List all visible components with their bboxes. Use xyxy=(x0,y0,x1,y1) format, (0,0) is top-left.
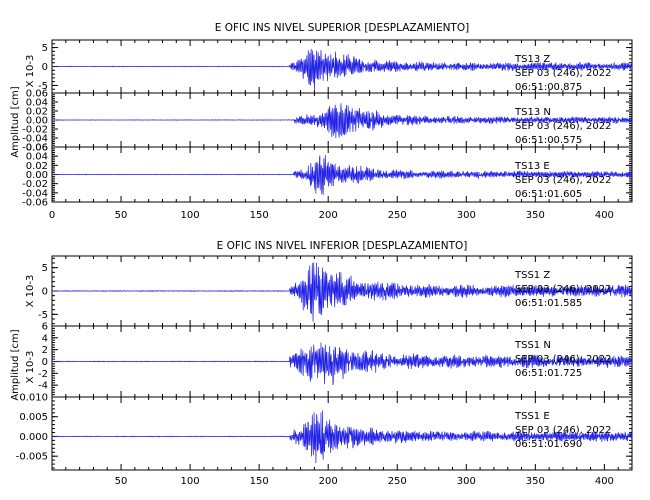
y-tick-label: -2 xyxy=(38,369,48,380)
y-axis-label: Amplitud [cm] xyxy=(10,86,21,157)
seismic-trace xyxy=(51,342,633,386)
station-component-label: TSS1 E xyxy=(514,411,550,422)
y-tick-label: 2 xyxy=(42,345,48,356)
y-tick-label: -5 xyxy=(38,310,48,321)
y-tick-label: -0.005 xyxy=(16,452,48,463)
y-tick-label: 5 xyxy=(42,43,48,54)
station-component-label: TS13 E xyxy=(514,161,550,172)
y-tick-label: -0.02 xyxy=(22,179,48,190)
date-label: SEP 03 (246), 2022 xyxy=(515,175,611,186)
y-tick-label: 0.010 xyxy=(19,393,48,404)
seismic-trace xyxy=(51,410,633,464)
y-tick-label: -0.06 xyxy=(22,143,48,154)
time-label: 06:51:01.725 xyxy=(515,368,582,379)
time-label: 06:51:00.575 xyxy=(515,135,582,146)
time-label: 06:51:01.690 xyxy=(515,439,582,450)
panel-unit-label: X 10-3 xyxy=(25,275,36,308)
x-tick-label: 350 xyxy=(526,476,545,487)
panel-unit-label: X 10-3 xyxy=(25,55,36,88)
x-tick-label: 50 xyxy=(115,476,128,487)
station-component-label: TSS1 N xyxy=(514,340,551,351)
x-tick-label: 0 xyxy=(49,210,55,221)
x-tick-label: 100 xyxy=(181,476,200,487)
y-tick-label: 0.04 xyxy=(26,152,48,163)
x-tick-label: 150 xyxy=(250,210,269,221)
seismogram-group-1: E OFIC INS NIVEL SUPERIOR [DESPLAZAMIENT… xyxy=(10,22,633,221)
y-tick-label: 0.02 xyxy=(26,161,48,172)
time-label: 06:51:00.875 xyxy=(515,82,582,93)
y-tick-label: -0.04 xyxy=(22,134,48,145)
y-tick-label: 0.06 xyxy=(26,143,48,154)
y-tick-label: 0.000 xyxy=(19,432,48,443)
y-tick-label: 0.005 xyxy=(19,412,48,423)
y-tick-label: -0.04 xyxy=(22,188,48,199)
date-label: SEP 03 (246), 2022 xyxy=(515,284,611,295)
y-tick-label: 4 xyxy=(42,333,48,344)
x-tick-label: 100 xyxy=(181,210,200,221)
trace-panel-ts13-z: 5 0 -5X 10-3 TS13 Z SEP 03 (246), 2022 06:51:… xyxy=(25,39,633,94)
trace-panel-tss1-e: 0.010 0.005 0.000 -0.005 TSS1 E SEP 03 (246),… xyxy=(16,393,633,471)
date-label: SEP 03 (246), 2022 xyxy=(515,425,611,436)
x-tick-label: 150 xyxy=(250,476,269,487)
panel-unit-label: X 10-3 xyxy=(25,351,36,384)
y-tick-label: -5 xyxy=(38,81,48,92)
chart-title: E OFIC INS NIVEL INFERIOR [DESPLAZAMIENT… xyxy=(217,240,468,252)
seismic-trace xyxy=(51,154,633,196)
time-label: 06:51:01.605 xyxy=(515,189,582,200)
station-component-label: TS13 Z xyxy=(514,54,550,65)
x-tick-label: 250 xyxy=(388,210,407,221)
date-label: SEP 03 (246), 2022 xyxy=(515,354,611,365)
trace-panel-tss1-z: 5 0 -5X 10-3 TSS1 Z SEP 03 (246), 2022 06:51:… xyxy=(25,255,633,327)
station-component-label: TS13 N xyxy=(514,107,551,118)
y-tick-label: 0 xyxy=(42,287,48,298)
x-tick-label: 50 xyxy=(115,210,128,221)
y-tick-label: -0.02 xyxy=(22,125,48,136)
x-tick-label: 300 xyxy=(457,210,476,221)
y-axis-label: Amplitud [cm] xyxy=(10,329,21,400)
y-tick-label: -0.06 xyxy=(22,198,48,209)
date-label: SEP 03 (246), 2022 xyxy=(515,121,611,132)
x-tick-label: 200 xyxy=(319,210,338,221)
y-tick-label: -4 xyxy=(38,381,48,392)
station-component-label: TSS1 Z xyxy=(514,270,550,281)
seismic-trace xyxy=(51,103,633,139)
seismic-trace xyxy=(51,48,633,92)
x-tick-label: 300 xyxy=(457,476,476,487)
y-tick-label: 0 xyxy=(42,62,48,73)
y-tick-label: 0.06 xyxy=(26,89,48,100)
y-tick-label: 0.02 xyxy=(26,107,48,118)
x-tick-label: 200 xyxy=(319,476,338,487)
seismic-trace xyxy=(51,262,633,322)
x-tick-label: 400 xyxy=(595,210,614,221)
y-tick-label: 5 xyxy=(42,263,48,274)
x-tick-label: 400 xyxy=(595,476,614,487)
y-tick-label: 0.00 xyxy=(26,116,48,127)
chart-title: E OFIC INS NIVEL SUPERIOR [DESPLAZAMIENT… xyxy=(215,22,469,34)
y-tick-label: 0.00 xyxy=(26,170,48,181)
x-tick-label: 250 xyxy=(388,476,407,487)
y-tick-label: 0.04 xyxy=(26,98,48,109)
date-label: SEP 03 (246), 2022 xyxy=(515,68,611,79)
time-label: 06:51:01.585 xyxy=(515,298,582,309)
y-tick-label: 6 xyxy=(42,322,48,333)
x-tick-label: 350 xyxy=(526,210,545,221)
seismogram-group-2: E OFIC INS NIVEL INFERIOR [DESPLAZAMIENT… xyxy=(10,240,633,487)
y-tick-label: 0 xyxy=(42,357,48,368)
